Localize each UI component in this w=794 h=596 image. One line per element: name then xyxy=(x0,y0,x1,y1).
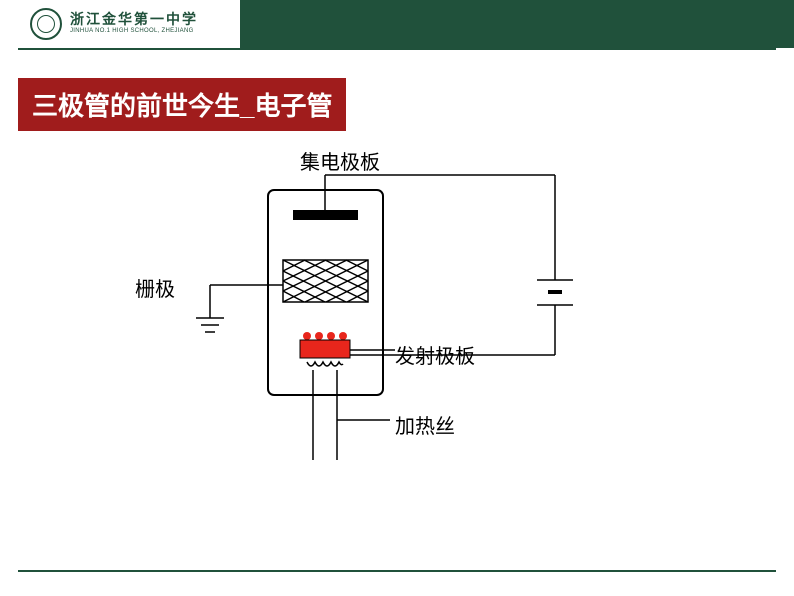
school-logo-icon xyxy=(30,8,62,40)
grid-mesh xyxy=(283,260,368,302)
grid-terminal xyxy=(196,318,224,332)
collector-plate xyxy=(293,210,358,220)
battery-right xyxy=(537,280,573,305)
school-badge-area: 浙江金华第一中学 JINHUA NO.1 HIGH SCHOOL, ZHEJIA… xyxy=(0,0,240,48)
label-heater: 加热丝 xyxy=(395,410,455,439)
school-name-en: JINHUA NO.1 HIGH SCHOOL, ZHEJIANG xyxy=(70,28,198,35)
header-divider xyxy=(18,48,776,50)
footer-divider xyxy=(18,570,776,572)
school-logo-inner-icon xyxy=(37,15,55,33)
label-grid: 栅极 xyxy=(135,273,175,302)
school-text-block: 浙江金华第一中学 JINHUA NO.1 HIGH SCHOOL, ZHEJIA… xyxy=(70,13,198,35)
label-collector: 集电极板 xyxy=(300,146,380,175)
slide-header: 浙江金华第一中学 JINHUA NO.1 HIGH SCHOOL, ZHEJIA… xyxy=(0,0,794,48)
emitter-block xyxy=(300,340,350,358)
label-emitter: 发射极板 xyxy=(395,340,475,369)
emitter-dots xyxy=(303,332,347,340)
heater-coil xyxy=(307,362,343,366)
vacuum-tube-diagram: 集电极板 栅极 发射极板 加热丝 xyxy=(0,130,794,550)
slide-title: 三极管的前世今生_电子管 xyxy=(18,78,346,131)
school-name-cn: 浙江金华第一中学 xyxy=(70,13,198,28)
